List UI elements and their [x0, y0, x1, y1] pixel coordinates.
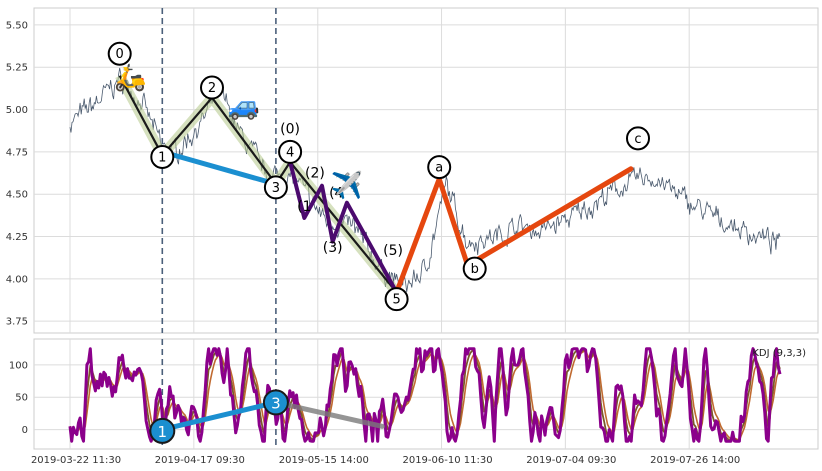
ind-circle-marker [149, 417, 176, 444]
wave-text-label: (2) [305, 165, 325, 181]
wave-circle-label: 1 [158, 150, 166, 165]
indicator-panel: 0 50 100 2019-03-22 11:30 2019-04-17 09:30 20… [9, 338, 819, 466]
wave-circle-marker [150, 144, 175, 169]
wave-circle-marker [384, 287, 409, 312]
impulse-wave-line [118, 75, 398, 294]
wave-circle-label: c [634, 132, 641, 147]
price-ytick-label: 5.25 [6, 63, 28, 74]
wave-circle-marker [263, 175, 288, 200]
x-tick-label: 2019-05-15 14:00 [279, 455, 369, 466]
wave-circle-marker [427, 155, 452, 180]
x-tick-label: 2019-07-26 14:00 [650, 455, 740, 466]
indicator-title: KDJ (9,3,3) [752, 348, 806, 359]
x-tick-label: 2019-03-22 11:30 [31, 455, 121, 466]
wave-circle-label: 0 [116, 47, 124, 62]
ind-ytick-label: 100 [9, 360, 28, 371]
x-tick-label: 2019-04-17 09:30 [155, 455, 245, 466]
wave-circle-label: 2 [208, 81, 216, 96]
price-ytick-label: 3.75 [6, 317, 28, 328]
ind-ytick-label: 50 [15, 393, 28, 404]
wave-circle-marker [200, 75, 224, 100]
ind-gray-line [273, 399, 385, 429]
wave-text-label: (0) [280, 121, 300, 137]
ind-blue-line [159, 399, 279, 433]
price-ytick-label: 4.00 [6, 274, 28, 285]
wave-circle-label: a [435, 161, 443, 176]
wave-text-label: (4 [329, 186, 343, 202]
price-frame [33, 7, 819, 334]
price-panel: 3.75 4.00 4.25 4.50 4.75 5.00 5.25 5.50 (0) (2) (1… [6, 7, 819, 334]
price-ytick-label: 5.50 [6, 20, 28, 31]
price-series-line [69, 67, 781, 292]
kdj-J-line [68, 347, 782, 443]
price-ytick-label: 5.00 [6, 105, 28, 116]
wave-emoji: ✈️ [331, 169, 363, 201]
wave-circle-marker [278, 139, 303, 164]
price-ytick-label: 4.50 [6, 190, 28, 201]
wave-circle-marker [462, 256, 487, 281]
wave-text-label: (1 [297, 199, 311, 215]
wave-circle-label: 4 [286, 145, 294, 160]
wave-circle-marker [626, 126, 650, 151]
wave-emoji: 🛵 [114, 63, 146, 93]
wave-text-label: (5) [383, 243, 403, 259]
price-ytick-label: 4.75 [6, 147, 28, 158]
wave-text-label: (3) [323, 240, 343, 256]
x-tick-label: 2019-07-04 09:30 [526, 455, 616, 466]
ind-circle-label: 1 [158, 423, 168, 441]
abc-wave-line [394, 166, 634, 295]
wave-circle-label: b [471, 262, 479, 277]
wave-circle-marker [107, 41, 132, 66]
sub-impulse-wave-line [288, 161, 399, 294]
ind-circle-label: 3 [271, 394, 281, 412]
blue-wave-line [159, 149, 279, 187]
ind-circle-marker [262, 389, 289, 416]
x-tick-label: 2019-06-10 11:30 [402, 455, 492, 466]
ind-ytick-label: 0 [22, 425, 28, 436]
price-ytick-label: 4.25 [6, 232, 28, 243]
wave-circle-label: 5 [392, 293, 400, 308]
wave-circle-label: 3 [272, 181, 280, 196]
wave-emoji: 🚙 [228, 92, 260, 122]
